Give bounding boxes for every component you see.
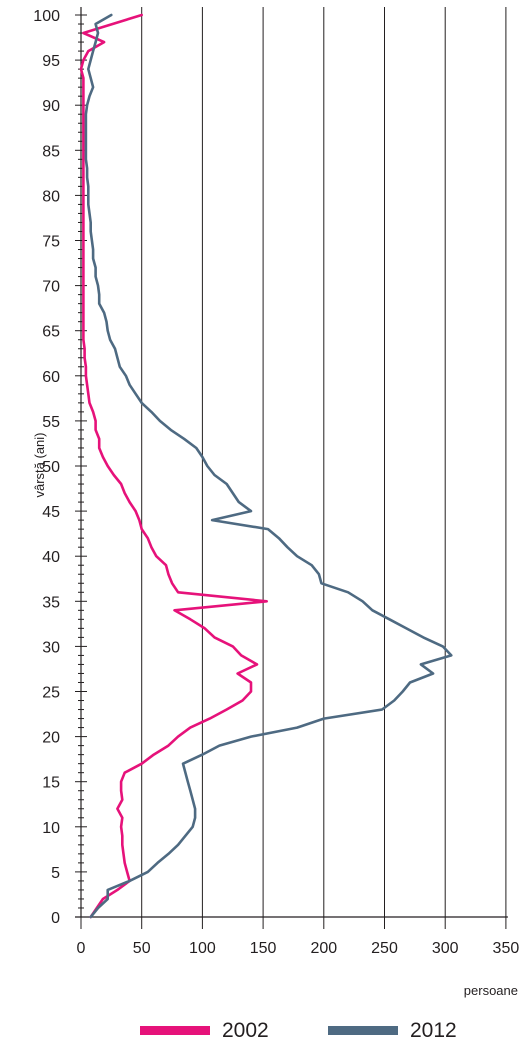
x-tick-label-0: 0 [77,940,86,957]
y-tick-label-50: 50 [42,459,60,476]
legend-swatch-2002 [140,1026,210,1035]
legend-label-2002: 2002 [222,1019,269,1042]
y-tick-label-30: 30 [42,639,60,656]
y-tick-label-100: 100 [33,8,60,25]
legend-swatch-2012 [328,1026,398,1035]
y-tick-label-10: 10 [42,820,60,837]
y-tick-label-90: 90 [42,98,60,115]
y-tick-label-70: 70 [42,279,60,296]
y-tick-label-0: 0 [51,910,60,927]
y-tick-label-15: 15 [42,775,60,792]
y-tick-label-65: 65 [42,324,60,341]
y-tick-label-60: 60 [42,369,60,386]
series-line-2002 [79,13,269,919]
y-tick-label-75: 75 [42,234,60,251]
y-tick-label-40: 40 [42,549,60,566]
y-tick-label-25: 25 [42,685,60,702]
y-tick-label-5: 5 [51,865,60,882]
y-tick-label-80: 80 [42,188,60,205]
y-axis-title: vârstă (ani) [32,432,47,497]
y-axis: 0 5 10 15 20 25 30 35 40 45 50 55 60 65 70 75 80 85 90 95 10… [33,7,87,927]
gridlines [141,7,507,917]
x-tick-label-50: 50 [133,940,151,957]
y-tick-label-55: 55 [42,414,60,431]
legend: 2002 2012 [140,1019,457,1042]
legend-label-2012: 2012 [410,1019,457,1042]
x-tick-label-100: 100 [189,940,216,957]
series-layer [79,13,453,919]
x-axis: 0 50 100 150 200 250 300 350 [75,916,520,957]
x-tick-label-150: 150 [250,940,277,957]
y-tick-label-85: 85 [42,143,60,160]
y-tick-label-35: 35 [42,594,60,611]
x-tick-label-250: 250 [371,940,398,957]
y-tick-label-95: 95 [42,53,60,70]
y-tick-label-20: 20 [42,730,60,747]
x-tick-label-200: 200 [310,940,337,957]
series-line-2012 [84,13,453,919]
x-tick-label-350: 350 [493,940,520,957]
y-tick-label-45: 45 [42,504,60,521]
x-axis-title: persoane [464,983,518,998]
x-tick-label-300: 300 [432,940,459,957]
